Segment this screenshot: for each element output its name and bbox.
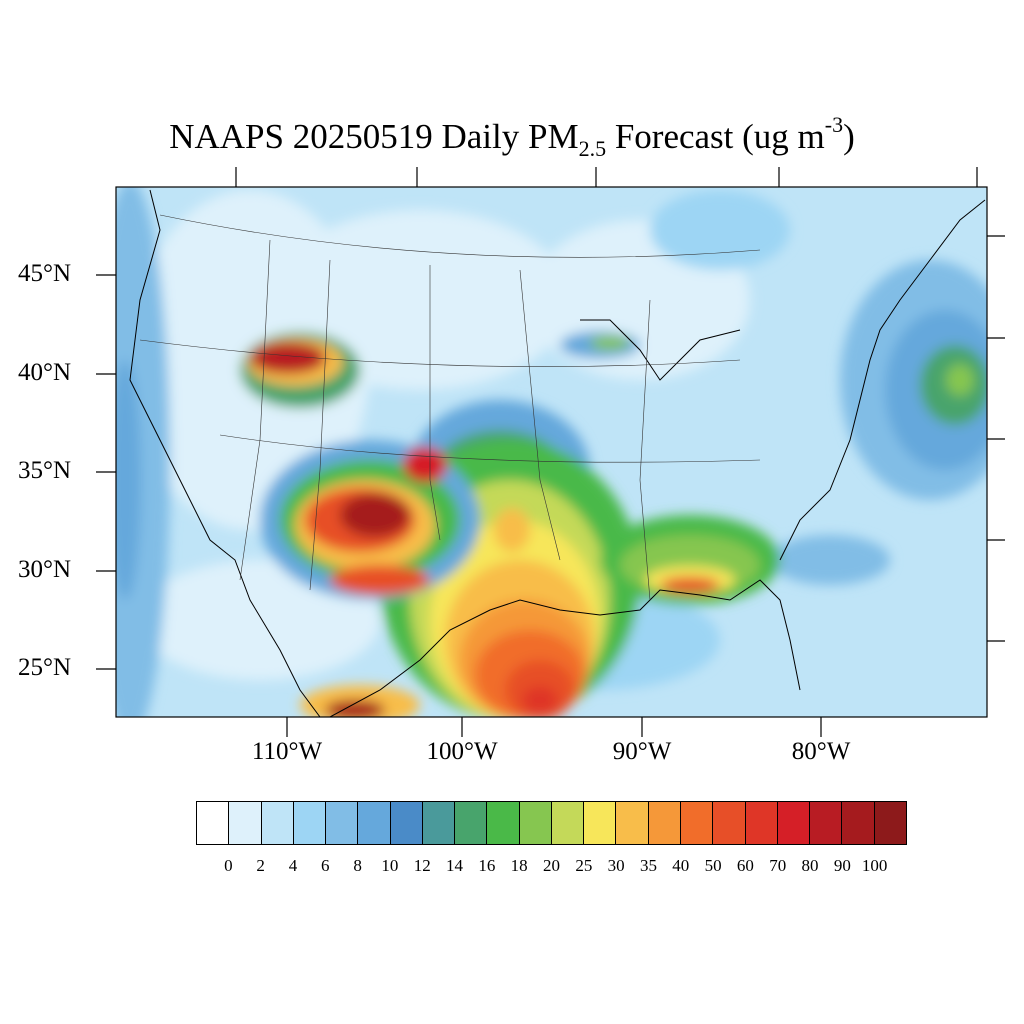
chart-title: NAAPS 20250519 Daily PM2.5 Forecast (ug … [169,112,855,161]
colorbar [196,801,907,845]
colorbar-swatch [777,802,811,844]
colorbar-swatch [358,802,391,844]
colorbar-swatch [810,802,843,844]
lon-label: 100°W [426,738,498,765]
colorbar-swatch [874,802,906,844]
colorbar-swatch [229,802,262,844]
colorbar-swatch [261,802,294,844]
colorbar-label: 80 [801,856,819,875]
colorbar-label: 30 [607,856,625,875]
ticks [96,167,1005,737]
colorbar-label: 8 [353,856,362,875]
concentration-field [116,187,987,717]
colorbar-label: 16 [478,856,496,875]
colorbar-label: 25 [575,856,593,875]
lat-label: 40°N [18,359,72,386]
colorbar-label: 4 [288,856,298,875]
colorbar-swatch [745,802,778,844]
colorbar-swatch [326,802,359,844]
colorbar-label: 12 [413,856,431,875]
colorbar-swatch [455,802,488,844]
colorbar-label: 20 [543,856,560,875]
colorbar-label: 90 [833,856,851,875]
colorbar-labels: 0 2 4 6 8 10 12 14 16 18 20 25 30 35 40 50 60 70 80 90 100 [0,856,1024,880]
colorbar-label: 60 [736,856,754,875]
colorbar-label: 50 [704,856,722,875]
colorbar-label: 2 [256,856,265,875]
colorbar-swatch [390,802,423,844]
lat-label: 45°N [18,260,72,287]
lon-label: 90°W [612,738,672,765]
colorbar-label: 14 [446,856,464,875]
colorbar-swatch [551,802,585,844]
colorbar-swatch [584,802,617,844]
colorbar-label: 40 [672,856,690,875]
colorbar-swatch [713,802,746,844]
colorbar-swatch [487,802,520,844]
colorbar-swatch [616,802,649,844]
coastlines [129,189,986,717]
colorbar-swatch [422,802,456,844]
state-borders [139,214,761,601]
colorbar-swatch [842,802,875,844]
colorbar-label: 10 [381,856,399,875]
colorbar-swatch [197,802,230,844]
colorbar-label: 100 [861,856,888,875]
colorbar-label: 70 [769,856,787,875]
colorbar-label: 18 [510,856,528,875]
colorbar-swatch [648,802,681,844]
colorbar-swatch [680,802,714,844]
map-frame [115,186,988,718]
lon-label: 110°W [251,738,323,765]
colorbar-swatch [519,802,552,844]
lon-label: 80°W [791,738,851,765]
colorbar-label: 35 [639,856,657,875]
lat-label: 30°N [18,556,72,583]
lat-label: 25°N [18,654,72,681]
colorbar-swatch [293,802,327,844]
lat-label: 35°N [18,457,72,484]
colorbar-label: 6 [321,856,330,875]
colorbar-label: 0 [224,856,233,875]
